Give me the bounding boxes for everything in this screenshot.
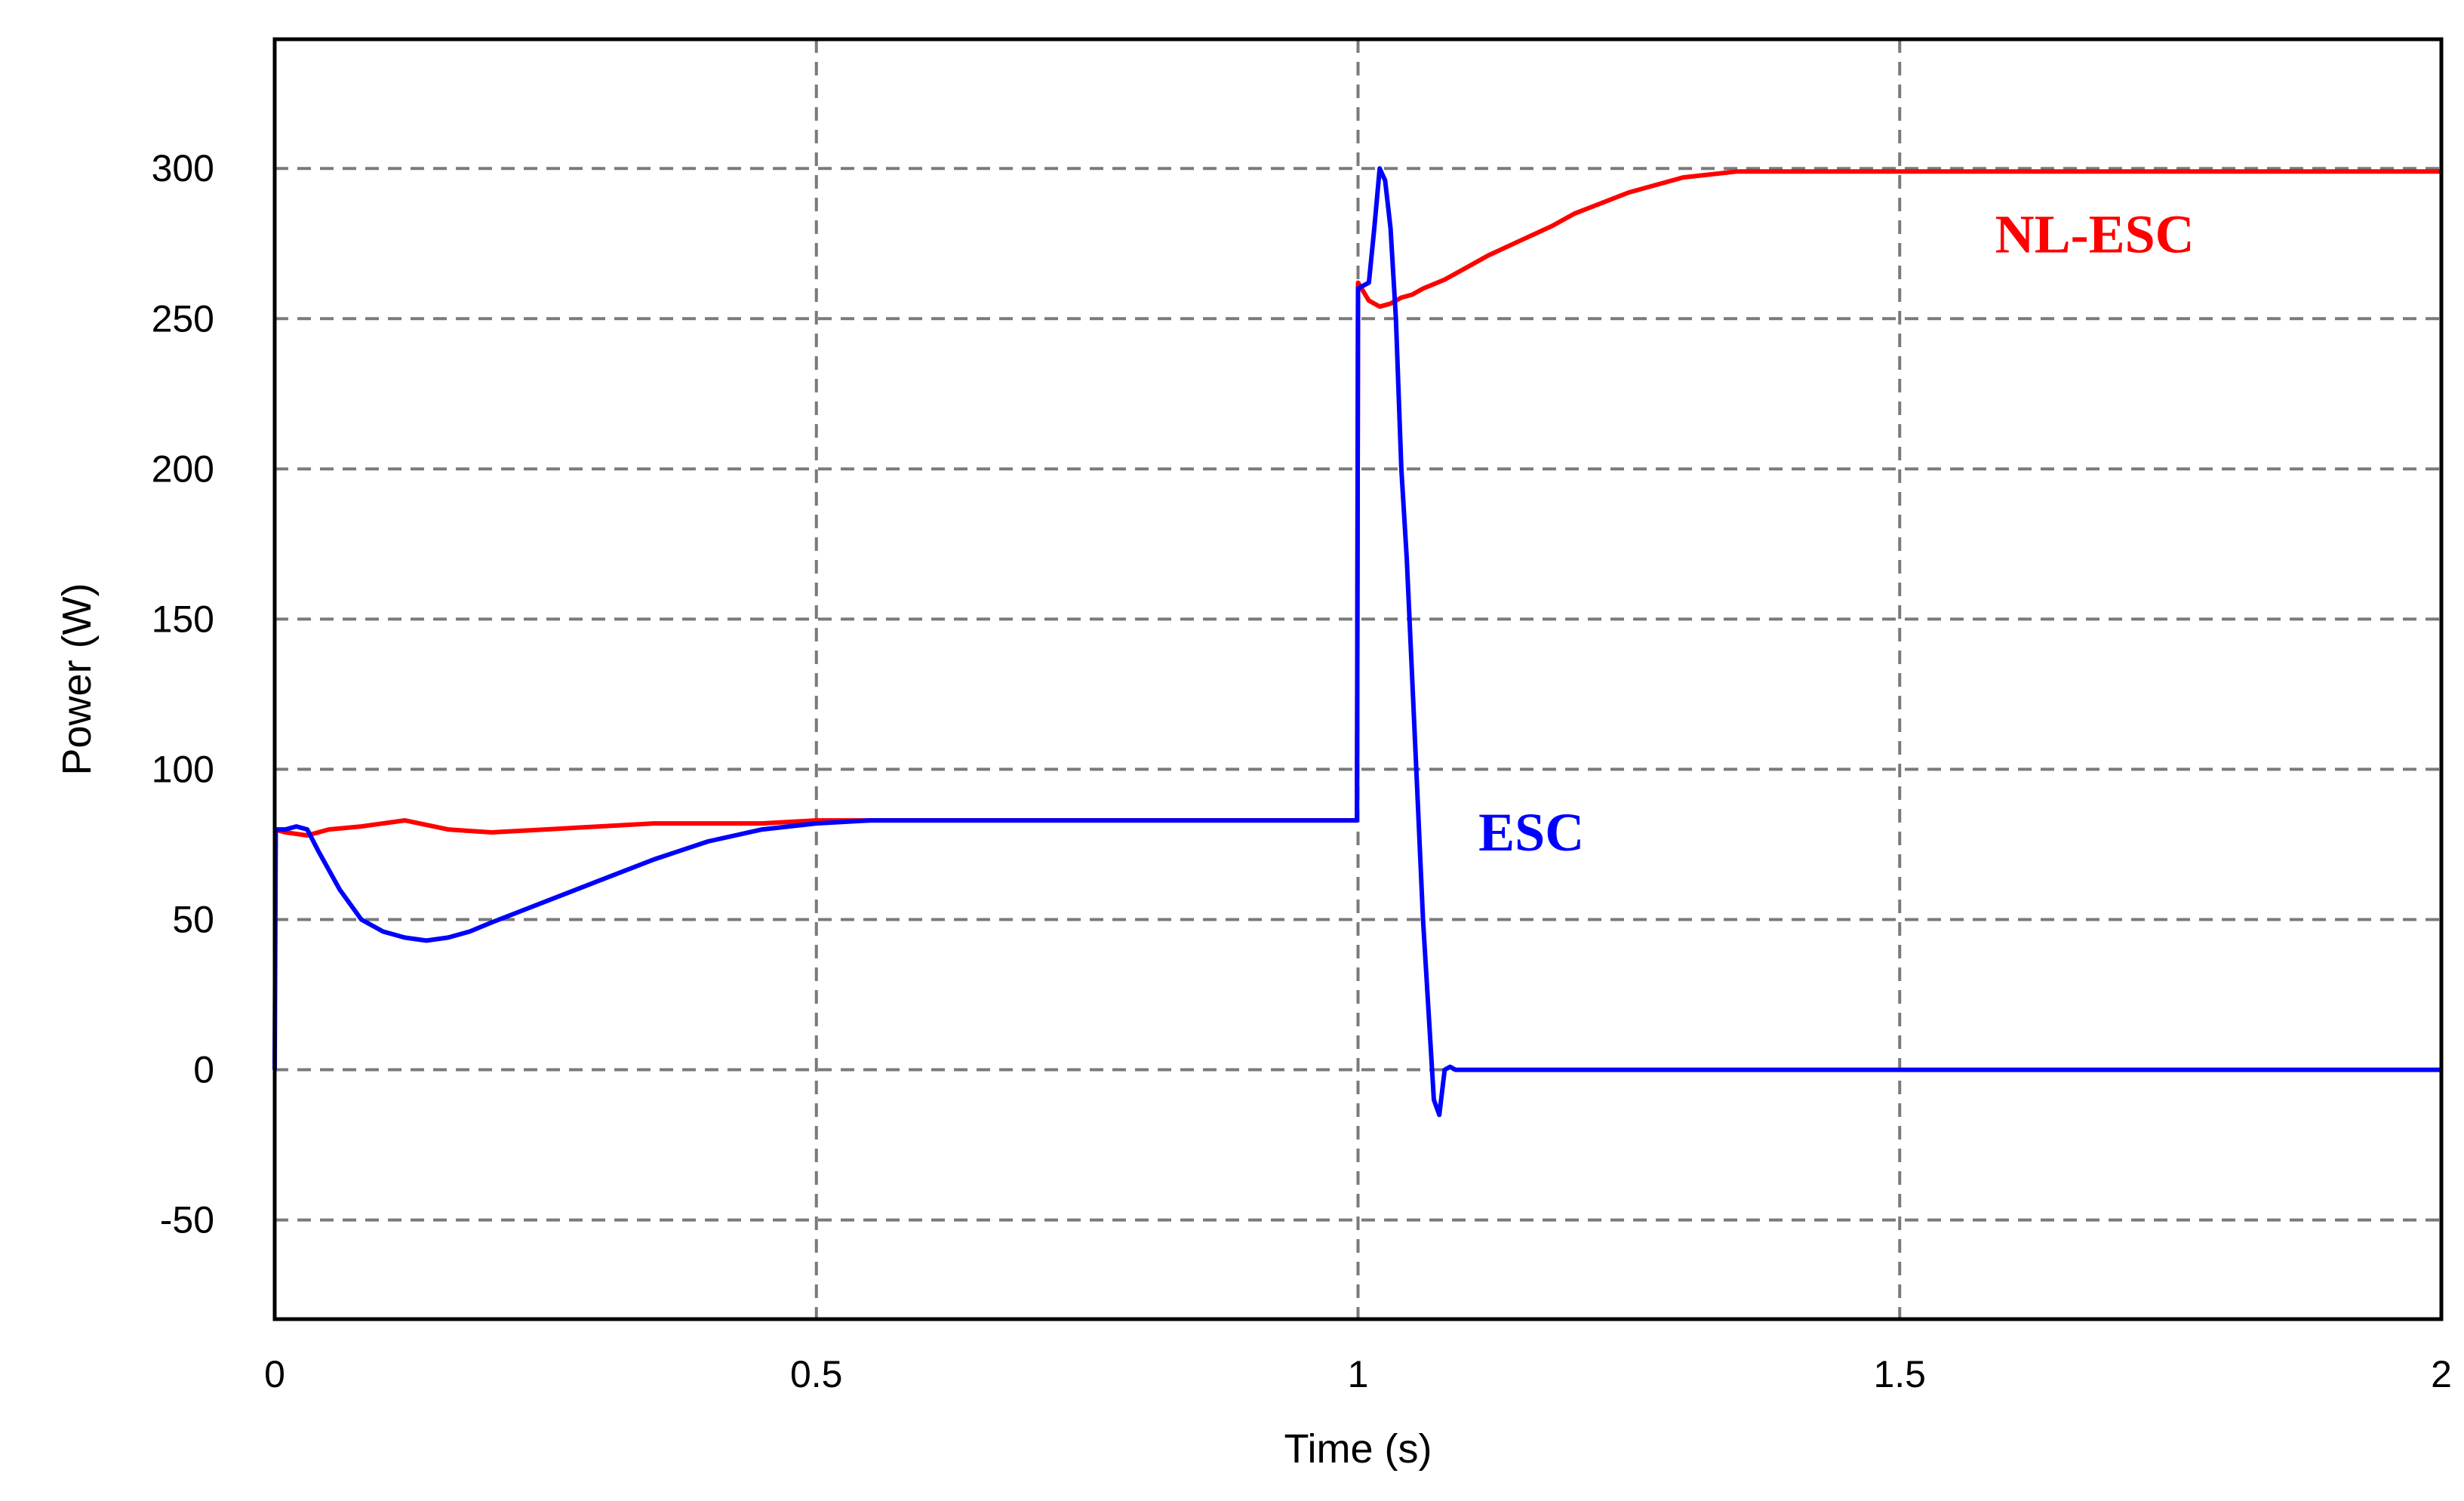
series-line-nl-esc bbox=[274, 169, 2441, 838]
series-layer bbox=[272, 166, 2441, 1118]
x-tick-label: 0 bbox=[264, 1353, 285, 1395]
tick-labels: 0 0.5 1 1.5 2 -50 0 50 100 150 200 250 300 bbox=[152, 147, 2452, 1395]
x-axis-label: Time (s) bbox=[1284, 1426, 1432, 1472]
series-annotations: NL-ESC ESC bbox=[1478, 205, 2195, 863]
y-tick-label: 0 bbox=[193, 1049, 214, 1091]
x-tick-label: 1 bbox=[1348, 1353, 1369, 1395]
series-annotation-esc: ESC bbox=[1478, 802, 1584, 863]
y-tick-label: -50 bbox=[160, 1199, 214, 1241]
y-tick-label: 50 bbox=[172, 898, 214, 940]
y-tick-label: 200 bbox=[152, 448, 214, 490]
x-tick-label: 0.5 bbox=[790, 1353, 843, 1395]
y-tick-label: 300 bbox=[152, 147, 214, 189]
y-tick-label: 100 bbox=[152, 748, 214, 790]
x-tick-label: 2 bbox=[2431, 1353, 2452, 1395]
series-line-esc bbox=[272, 166, 2441, 1118]
y-tick-label: 250 bbox=[152, 297, 214, 340]
series-annotation-nl-esc: NL-ESC bbox=[1995, 205, 2195, 265]
plot-frame bbox=[272, 37, 2444, 1321]
y-tick-label: 150 bbox=[152, 598, 214, 640]
y-axis-label: Power (W) bbox=[54, 583, 100, 776]
x-tick-label: 1.5 bbox=[1873, 1353, 1926, 1395]
